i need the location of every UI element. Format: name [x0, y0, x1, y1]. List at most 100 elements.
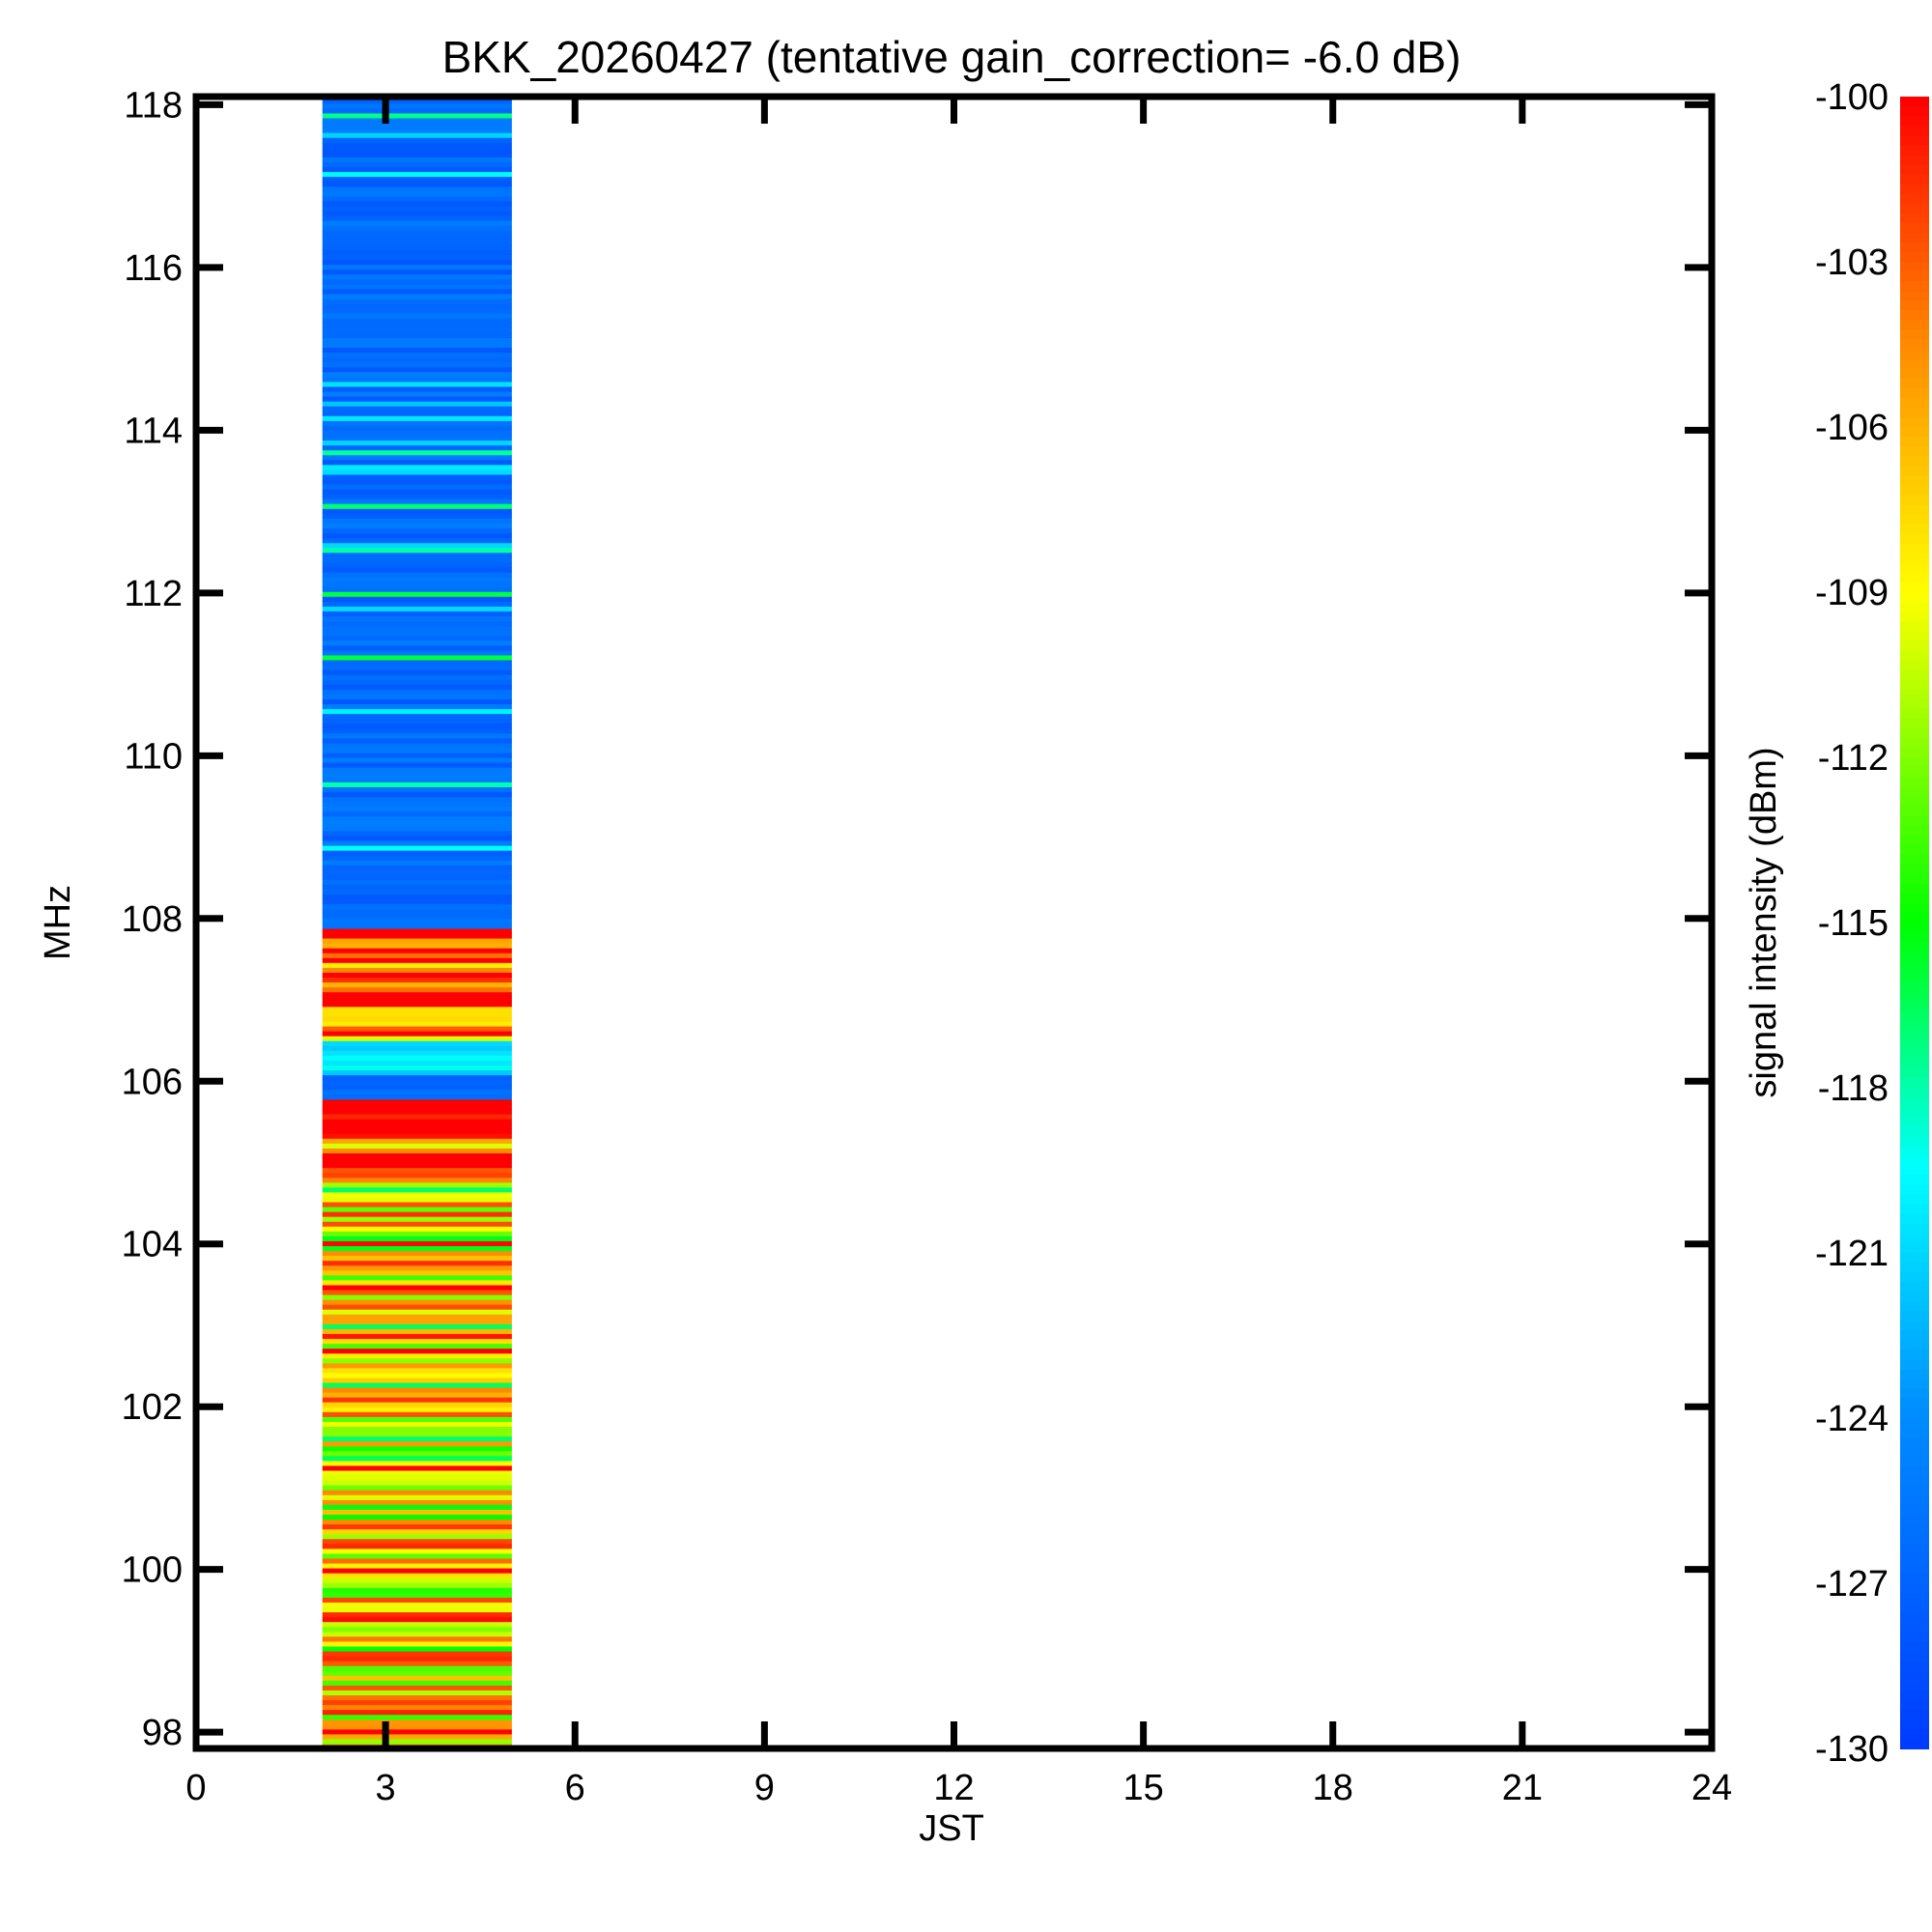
spectrogram-row — [322, 981, 512, 988]
spectrogram-row — [322, 1040, 512, 1046]
spectrogram-row — [322, 469, 512, 475]
spectrogram-row — [322, 1309, 512, 1315]
colorbar-segment — [1900, 1184, 1929, 1196]
colorbar-segment — [1900, 923, 1929, 934]
spectrogram-row — [322, 1025, 512, 1032]
spectrogram-row — [322, 879, 512, 886]
y-tick-label: 114 — [124, 411, 183, 451]
colorbar-segment — [1900, 1253, 1929, 1264]
spectrogram-row — [322, 679, 512, 685]
colorbar-segment — [1900, 902, 1929, 914]
colorbar-segment — [1900, 1378, 1929, 1390]
spectrogram-row — [322, 918, 512, 924]
spectrogram-row — [322, 1201, 512, 1208]
spectrogram-row — [322, 815, 512, 822]
colorbar-segment — [1900, 767, 1929, 779]
spectrogram-row — [322, 494, 512, 499]
spectrogram-row — [322, 230, 512, 236]
spectrogram-row — [322, 395, 512, 402]
spectrogram-row — [322, 425, 512, 431]
spectrogram-row — [322, 855, 512, 861]
spectrogram-row — [322, 791, 512, 798]
colorbar-segment — [1900, 446, 1929, 458]
colorbar-segment — [1900, 1088, 1929, 1099]
spectrogram-row — [322, 810, 512, 817]
spectrogram-row — [322, 98, 512, 104]
colorbar-segment — [1900, 864, 1929, 875]
y-tick-label: 104 — [122, 1225, 183, 1265]
spectrogram-row — [322, 1138, 512, 1144]
spectrogram-row — [322, 869, 512, 875]
spectrogram-row — [322, 254, 512, 261]
spectrogram-row — [322, 235, 512, 241]
spectrogram-row — [322, 464, 512, 470]
spectrogram-row — [322, 703, 512, 710]
spectrogram-row — [322, 1226, 512, 1232]
colorbar-segment — [1900, 1350, 1929, 1361]
spectrogram-row — [322, 1655, 512, 1662]
spectrogram-row — [322, 132, 512, 138]
colorbar-segment — [1900, 1204, 1929, 1215]
spectrogram-row — [322, 601, 512, 607]
colorbar-tick-label: -112 — [1818, 738, 1889, 779]
spectrogram-row — [322, 923, 512, 929]
spectrogram-row — [322, 117, 512, 124]
colorbar-segment — [1900, 1000, 1929, 1011]
colorbar-segment — [1900, 164, 1929, 176]
spectrogram-row — [322, 489, 512, 495]
spectrogram-row — [322, 1314, 512, 1320]
spectrogram-row — [322, 1621, 512, 1628]
spectrogram-row — [322, 723, 512, 729]
spectrogram-row — [322, 1045, 512, 1051]
spectrogram-row — [322, 1274, 512, 1281]
spectrogram-row — [322, 323, 512, 328]
colorbar-segment — [1900, 1058, 1929, 1069]
spectrogram-row — [322, 889, 512, 895]
spectrogram-row — [322, 1562, 512, 1569]
colorbar-segment — [1900, 339, 1929, 351]
spectrogram-row — [322, 1435, 512, 1442]
colorbar-segment — [1900, 184, 1929, 195]
colorbar-segment — [1900, 602, 1929, 613]
spectrogram-row — [322, 1543, 512, 1549]
spectrogram-row — [322, 1733, 512, 1740]
colorbar-segment — [1900, 1719, 1929, 1730]
spectrogram-row — [322, 591, 512, 597]
spectrogram-row — [322, 1250, 512, 1257]
spectrogram-row — [322, 1416, 512, 1422]
colorbar-tick-label: -118 — [1818, 1068, 1889, 1109]
colorbar-segment — [1900, 213, 1929, 224]
colorbar-segment — [1900, 1563, 1929, 1575]
colorbar-segment — [1900, 757, 1929, 769]
colorbar-segment — [1900, 1486, 1929, 1497]
spectrogram-row — [322, 1148, 512, 1153]
spectrogram-row — [322, 1694, 512, 1701]
colorbar-segment — [1900, 1029, 1929, 1040]
spectrogram-row — [322, 1602, 512, 1608]
colorbar-segment — [1900, 504, 1929, 516]
spectrogram-row — [322, 244, 512, 250]
spectrogram-row — [322, 977, 512, 983]
spectrogram-row — [322, 1065, 512, 1071]
colorbar-segment — [1900, 291, 1929, 302]
spectrogram-row — [322, 1392, 512, 1398]
y-axis-label: MHz — [38, 885, 78, 960]
colorbar-segment — [1900, 1155, 1929, 1167]
spectrogram-row — [322, 582, 512, 587]
spectrogram-row — [322, 166, 512, 173]
spectrogram-row — [322, 225, 512, 231]
spectrogram-row — [322, 1582, 512, 1588]
spectrogram-row — [322, 1269, 512, 1276]
spectrogram-row — [322, 1119, 512, 1124]
colorbar-segment — [1900, 932, 1929, 944]
spectrogram-row — [322, 796, 512, 803]
spectrogram-row — [322, 732, 512, 739]
spectrogram-row — [322, 220, 512, 226]
colorbar-segment — [1900, 1699, 1929, 1711]
spectrogram-row — [322, 1001, 512, 1008]
spectrogram-row — [322, 532, 512, 539]
colorbar-segment — [1900, 1194, 1929, 1206]
spectrogram-row — [322, 689, 512, 695]
spectrogram-row — [322, 1606, 512, 1613]
spectrogram-row — [322, 1690, 512, 1696]
